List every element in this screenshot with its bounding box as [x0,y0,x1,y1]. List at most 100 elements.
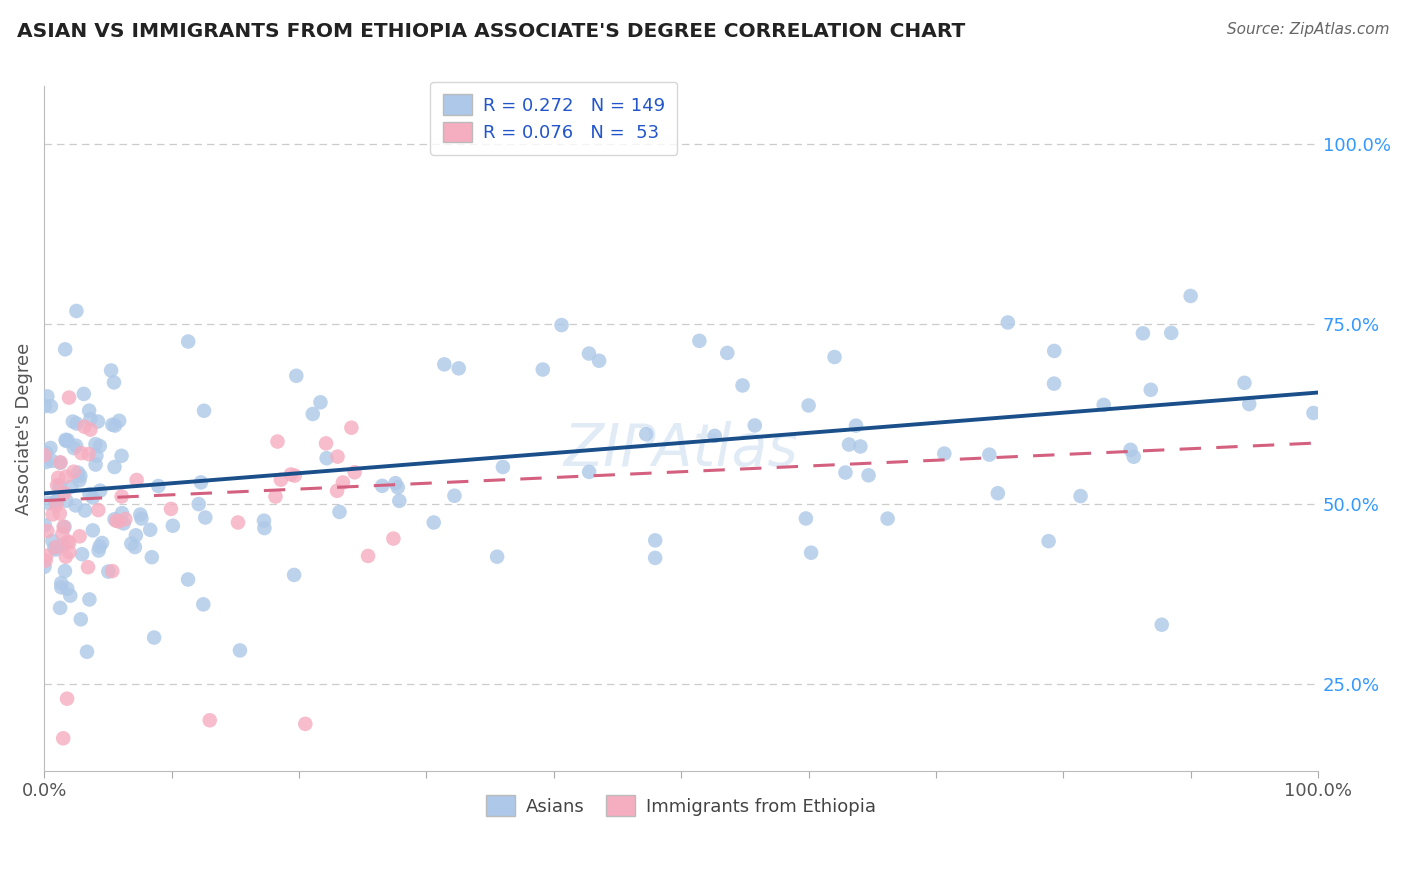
Point [58,545,80,559]
Point [111,506,134,520]
Point [48,507,70,521]
Point [51,576,73,591]
Point [636,427,658,442]
Point [70,446,93,460]
Point [343,465,366,479]
Point [69,468,91,483]
Point [49,456,72,470]
Point [55,433,77,447]
Point [824,350,846,364]
Point [101,564,124,578]
Point [35,455,58,469]
Point [332,475,354,490]
Point [834,466,856,480]
Point [100,363,122,377]
Point [38,496,60,510]
Point [1160,326,1182,340]
Point [1180,289,1202,303]
Point [187,497,209,511]
Point [797,399,820,413]
Point [285,368,308,383]
Point [52,731,75,746]
Point [62,465,84,479]
Point [177,334,200,349]
Text: Source: ZipAtlas.com: Source: ZipAtlas.com [1226,22,1389,37]
Point [1043,376,1066,391]
Point [107,515,129,529]
Point [703,429,725,443]
Point [1119,442,1142,457]
Point [387,480,409,494]
Point [111,490,134,504]
Point [45,540,67,554]
Point [103,460,125,475]
Point [34,553,56,567]
Point [32,448,55,462]
Point [326,450,349,464]
Point [104,418,127,433]
Point [229,643,252,657]
Point [51,538,73,552]
Point [125,473,148,487]
Point [44,495,66,509]
Point [124,540,146,554]
Point [531,362,554,376]
Point [253,514,276,528]
Point [60,480,83,494]
Point [1233,376,1256,390]
Point [87,503,110,517]
Point [382,532,405,546]
Point [193,403,215,417]
Point [226,516,249,530]
Point [79,592,101,607]
Point [388,494,411,508]
Point [67,473,90,487]
Point [82,524,104,538]
Point [51,527,73,541]
Point [77,560,100,574]
Point [56,582,79,596]
Point [46,478,69,492]
Point [44,541,66,555]
Point [58,535,80,549]
Point [87,415,110,429]
Point [112,516,135,531]
Point [101,417,124,432]
Point [59,589,82,603]
Point [65,417,87,431]
Point [845,418,868,433]
Point [41,508,63,522]
Point [53,343,76,357]
Point [46,471,69,485]
Point [1122,450,1144,464]
Point [849,440,872,454]
Point [49,455,72,469]
Point [77,447,100,461]
Point [433,357,456,371]
Point [53,486,76,500]
Point [91,536,114,550]
Point [800,546,823,560]
Point [82,491,104,505]
Point [41,454,63,468]
Point [56,433,79,447]
Point [266,434,288,449]
Point [58,391,80,405]
Point [125,528,148,542]
Point [644,533,666,548]
Point [264,490,287,504]
Point [131,511,153,525]
Point [89,439,111,453]
Point [492,460,515,475]
Point [1043,343,1066,358]
Point [73,503,96,517]
Point [77,403,100,417]
Point [1150,617,1173,632]
Point [934,446,956,460]
Point [340,420,363,434]
Point [1038,534,1060,549]
Point [876,511,898,525]
Point [86,449,108,463]
Point [326,483,349,498]
Point [39,399,62,413]
